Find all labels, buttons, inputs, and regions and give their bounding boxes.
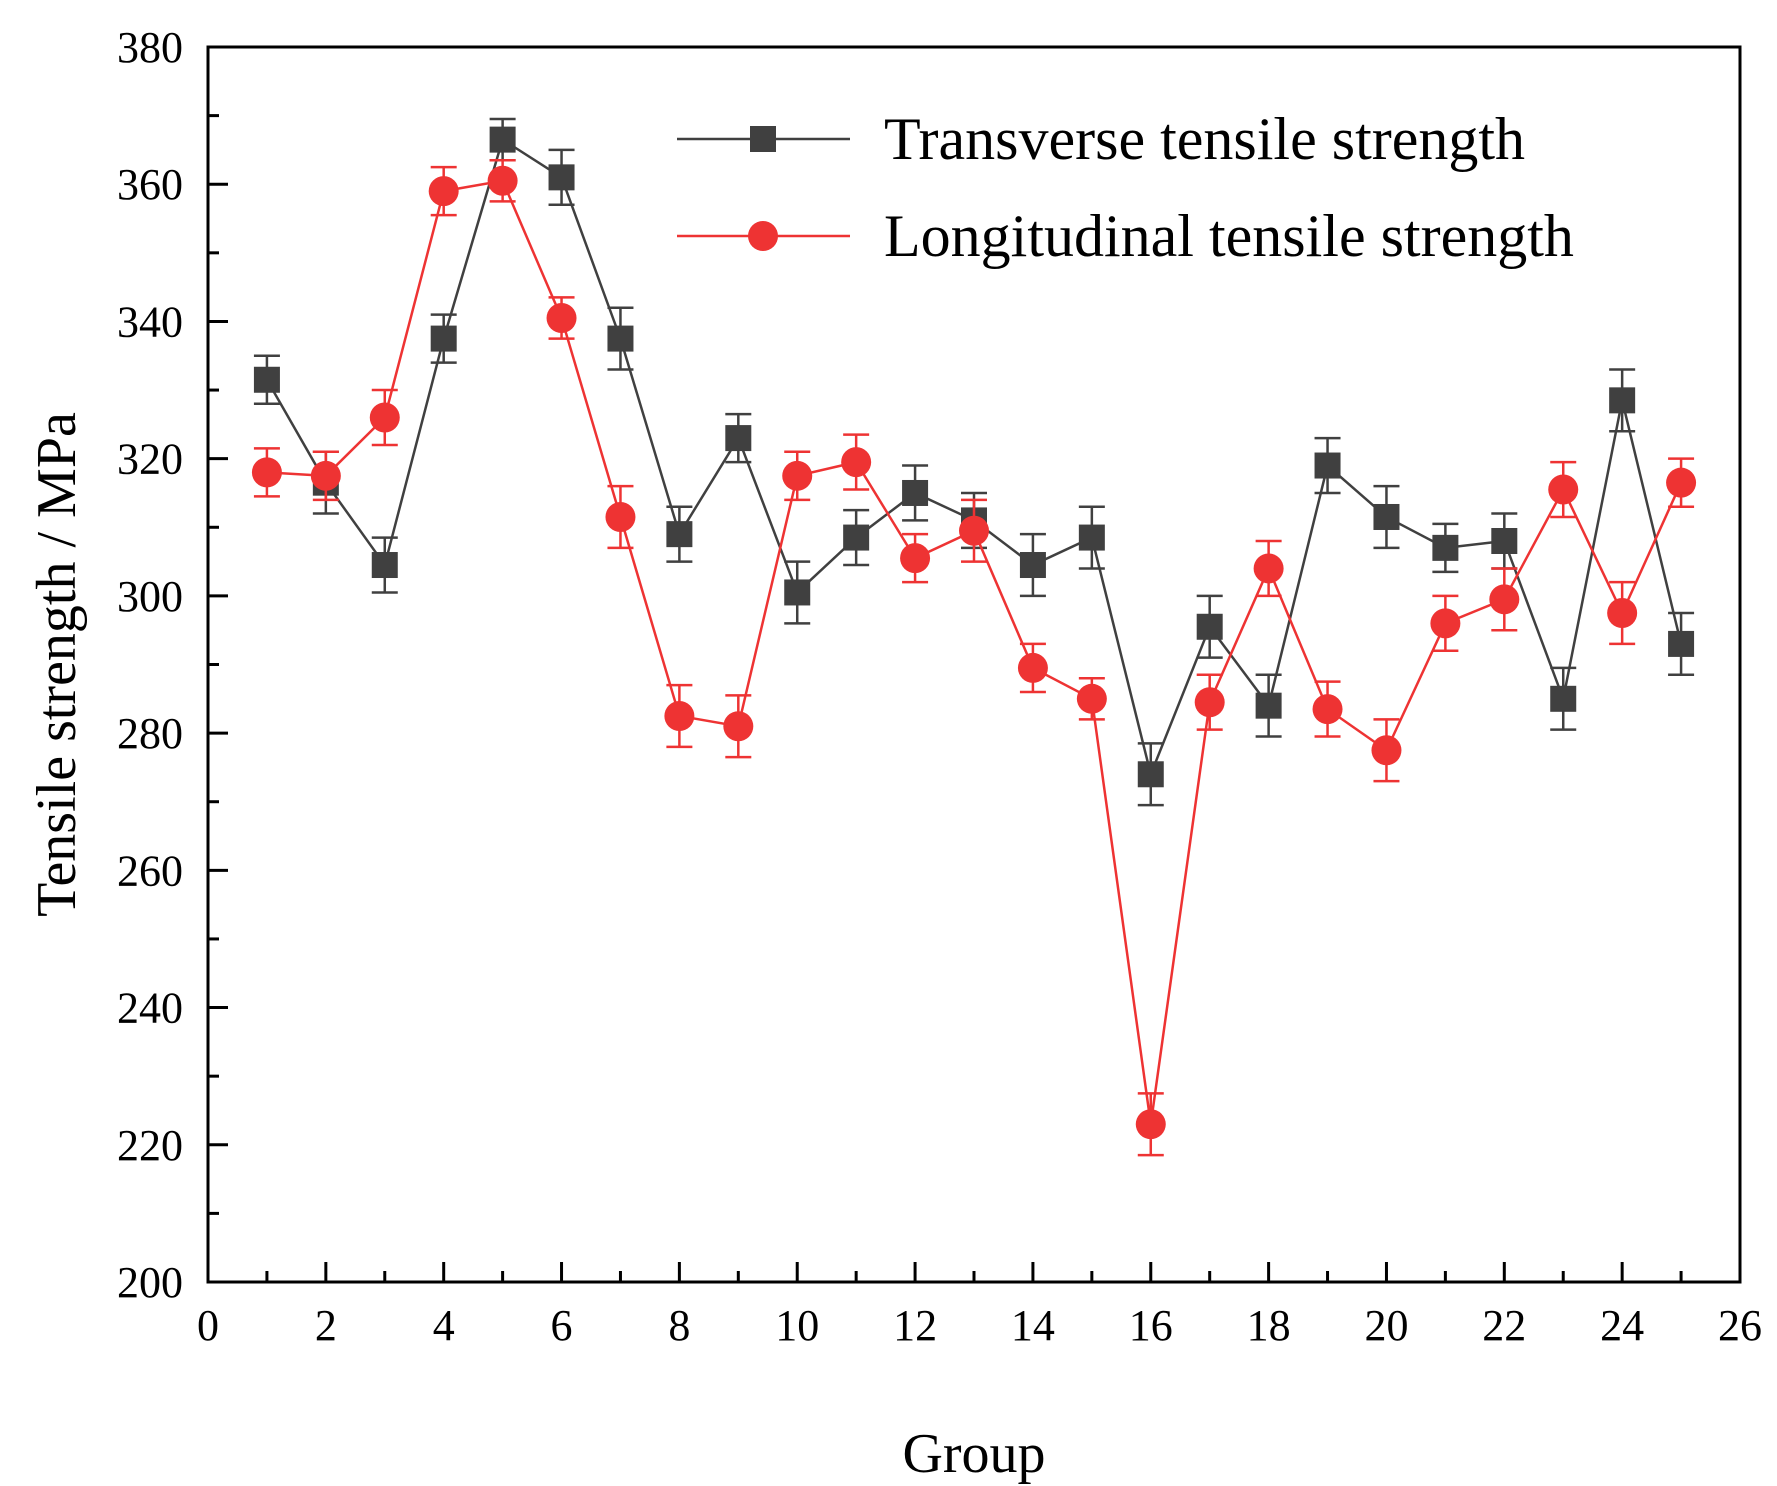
- y-tick-label: 220: [117, 1121, 183, 1170]
- x-tick-label: 6: [551, 1301, 573, 1350]
- data-point: [784, 579, 811, 606]
- data-point: [1196, 613, 1223, 640]
- legend-marker: [748, 221, 778, 251]
- y-tick-label: 260: [117, 846, 183, 895]
- y-axis-title: Tensile strength / MPa: [26, 412, 88, 917]
- data-point: [1548, 474, 1579, 505]
- series-line: [266, 179, 1683, 1125]
- data-point: [430, 325, 457, 352]
- x-tick-label: 14: [1011, 1301, 1055, 1350]
- y-tick-label: 280: [117, 709, 183, 758]
- legend-label: Transverse tensile strength: [884, 106, 1525, 172]
- series-layer: [251, 117, 1697, 1157]
- legend-marker: [750, 126, 776, 152]
- data-point: [607, 325, 634, 352]
- data-point: [1255, 692, 1282, 719]
- x-tick-label: 20: [1364, 1301, 1408, 1350]
- data-point: [1489, 584, 1520, 615]
- data-point: [782, 460, 813, 491]
- data-point: [843, 524, 870, 551]
- data-point: [1607, 598, 1638, 629]
- data-point: [666, 521, 693, 548]
- data-point: [1017, 652, 1048, 683]
- y-tick-label: 360: [117, 160, 183, 209]
- x-axis-title: Group: [902, 1423, 1045, 1485]
- series-2: [251, 158, 1697, 1157]
- legend-item-1: Transverse tensile strength: [677, 106, 1525, 172]
- data-point: [253, 366, 280, 393]
- data-point: [546, 303, 577, 334]
- data-point: [1371, 735, 1402, 766]
- data-point: [900, 543, 931, 574]
- data-point: [369, 402, 400, 433]
- data-point: [1019, 552, 1046, 579]
- y-tick-label: 300: [117, 572, 183, 621]
- y-tick-label: 200: [117, 1258, 183, 1307]
- data-point: [487, 165, 518, 196]
- legend-label: Longitudinal tensile strength: [884, 203, 1574, 269]
- data-point: [902, 479, 929, 506]
- data-point: [959, 515, 989, 546]
- data-point: [1076, 683, 1107, 714]
- data-point: [1135, 1109, 1166, 1140]
- x-tick-label: 16: [1129, 1301, 1173, 1350]
- y-tick-label: 240: [117, 984, 183, 1033]
- x-tick-label: 26: [1718, 1301, 1762, 1350]
- data-point: [1666, 467, 1697, 498]
- ticks: 0 2 4 6 8 10 12 14 16 18 20 22 24 2620022024026028030…: [117, 23, 1762, 1350]
- x-tick-label: 10: [775, 1301, 819, 1350]
- data-point: [371, 552, 398, 579]
- data-point: [1609, 387, 1636, 414]
- data-point: [664, 700, 695, 731]
- data-point: [489, 126, 516, 153]
- y-tick-label: 320: [117, 435, 183, 484]
- x-tick-label: 18: [1247, 1301, 1291, 1350]
- data-point: [548, 164, 575, 191]
- data-point: [1430, 608, 1461, 639]
- legend-item-2: Longitudinal tensile strength: [677, 203, 1574, 269]
- data-point: [1550, 685, 1577, 712]
- x-tick-label: 2: [315, 1301, 337, 1350]
- series-1: [253, 117, 1695, 807]
- data-point: [251, 457, 282, 488]
- x-tick-label: 0: [197, 1301, 219, 1350]
- data-point: [428, 176, 459, 207]
- data-point: [1078, 524, 1105, 551]
- data-point: [725, 425, 752, 452]
- data-point: [1137, 761, 1164, 788]
- data-point: [1312, 694, 1343, 725]
- data-point: [310, 460, 341, 491]
- data-point: [1253, 553, 1284, 584]
- data-point: [1373, 503, 1400, 530]
- y-tick-label: 380: [117, 23, 183, 72]
- x-tick-label: 4: [433, 1301, 455, 1350]
- data-point: [1432, 534, 1459, 561]
- x-tick-label: 24: [1600, 1301, 1644, 1350]
- x-tick-label: 8: [668, 1301, 690, 1350]
- legend: Transverse tensile strength Longitudinal …: [677, 106, 1574, 269]
- data-point: [723, 711, 754, 742]
- data-point: [1668, 630, 1695, 657]
- data-point: [1194, 687, 1225, 718]
- data-point: [1491, 528, 1518, 554]
- data-point: [605, 501, 636, 532]
- y-tick-label: 340: [117, 297, 183, 346]
- x-tick-label: 12: [893, 1301, 937, 1350]
- x-tick-label: 22: [1482, 1301, 1526, 1350]
- data-point: [1314, 452, 1341, 479]
- data-point: [841, 447, 872, 478]
